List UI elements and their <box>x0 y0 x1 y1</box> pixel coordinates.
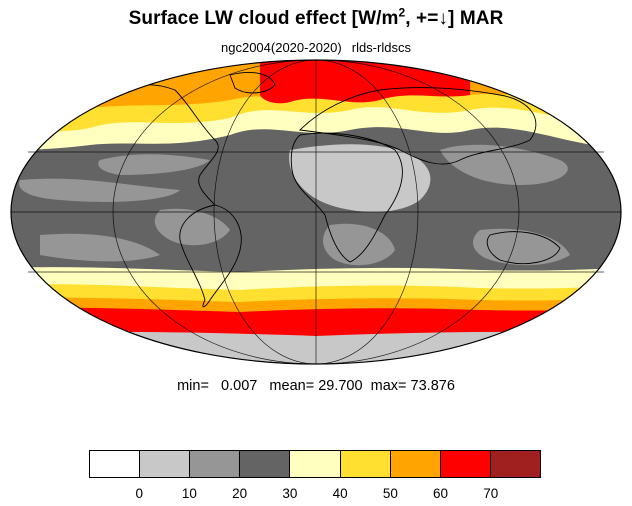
africa-coast <box>290 132 403 263</box>
colorbar-tick-label: 50 <box>382 486 398 501</box>
north-atlantic-red <box>260 60 470 104</box>
colorbar-tick-label: 0 <box>135 486 143 501</box>
north-pacific-patch <box>98 154 210 175</box>
field-statistics: min= 0.007 mean= 29.700 max= 73.876 <box>0 378 632 394</box>
colorbar-tick-label: 40 <box>332 486 348 501</box>
colorbar-tick-label: 70 <box>483 486 499 501</box>
eurasia-coast <box>299 87 537 165</box>
min-value: 0.007 <box>221 378 258 394</box>
colorbar-swatch-2 <box>190 451 241 477</box>
variable-name: rlds-rldscs <box>351 40 411 55</box>
colorbar-tick-label: 30 <box>282 486 298 501</box>
colorbar-ticks: 0 10 20 30 40 50 60 70 <box>0 486 632 504</box>
africa-sahara-light <box>289 144 431 212</box>
globe-outline <box>10 59 622 365</box>
title-text: Surface LW cloud effect [W/m <box>128 8 399 29</box>
pacific-belt <box>19 178 181 202</box>
title-superscript: 2 <box>398 5 406 20</box>
world-map <box>10 59 622 365</box>
australia-coast <box>486 231 561 265</box>
asia-patch <box>440 144 568 185</box>
colorbar <box>89 450 541 478</box>
min-label: min= <box>177 378 209 394</box>
mean-value: 29.700 <box>318 378 363 394</box>
colorbar-swatch-5 <box>340 451 391 477</box>
south-america-patch <box>154 208 230 246</box>
plot-title: Surface LW cloud effect [W/m2, +=↓] MAR <box>0 5 632 30</box>
colorbar-swatch-3 <box>240 451 291 477</box>
colorbar-swatch-1 <box>140 451 191 477</box>
mean-label: mean= <box>269 378 315 394</box>
colorbar-tick-label: 60 <box>433 486 449 501</box>
colorbar-swatch-7 <box>440 451 491 477</box>
south-pacific-patch <box>40 233 160 262</box>
colorbar-swatch-4 <box>290 451 341 477</box>
colorbar-swatch-8 <box>490 451 540 477</box>
colorbar-swatch-6 <box>390 451 441 477</box>
max-label: max= <box>370 378 407 394</box>
south-america-coast <box>179 204 242 308</box>
greenland-coast <box>229 72 276 94</box>
colorbar-tick-label: 10 <box>181 486 197 501</box>
colorbar-tick-label: 20 <box>232 486 248 501</box>
title-text-end: , +=↓] MAR <box>405 8 504 29</box>
max-value: 73.876 <box>410 378 455 394</box>
plot-subtitle: ngc2004(2020-2020) rlds-rldscs <box>0 40 632 55</box>
case-name: ngc2004(2020-2020) <box>221 40 342 55</box>
southern-africa-patch <box>323 223 395 266</box>
colorbar-swatch-0 <box>90 451 141 477</box>
